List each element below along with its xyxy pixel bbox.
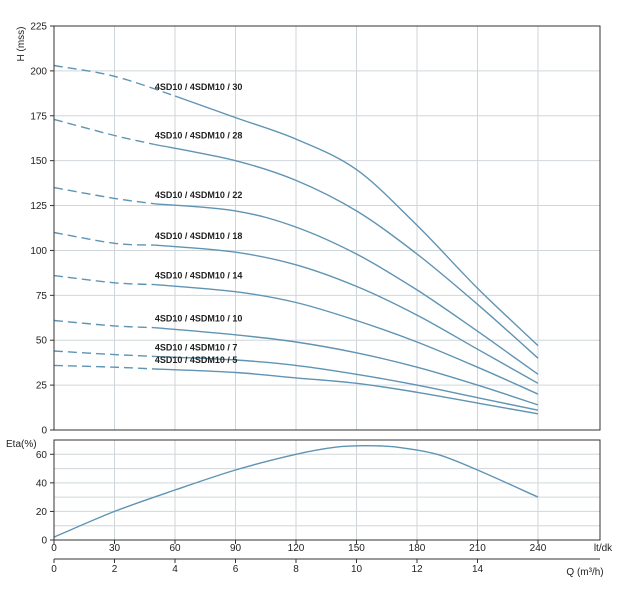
flow-tick-label: 8 (293, 564, 299, 575)
x-tick-label: 120 (288, 543, 305, 554)
curve-label: 4SD10 / 4SDM10 / 5 (155, 355, 238, 365)
head-plot-area (54, 26, 600, 430)
eta-y-tick-label: 0 (41, 536, 47, 547)
head-curve-solid (174, 95, 539, 347)
flow-tick-label: 6 (233, 564, 239, 575)
x-tick-label: 210 (469, 543, 486, 554)
head-curve-dashed (53, 231, 155, 246)
curve-label: 4SD10 / 4SDM10 / 28 (155, 131, 243, 141)
head-curve-solid (154, 327, 539, 406)
y-tick-label: 100 (30, 246, 47, 257)
x-tick-label: 30 (109, 543, 121, 554)
y-tick-label: 25 (36, 381, 48, 392)
head-curve-solid (154, 368, 539, 415)
efficiency-curve (53, 445, 539, 538)
eta-y-tick-label: 60 (36, 450, 48, 461)
efficiency-chart-grid (53, 440, 600, 540)
y-tick-label: 150 (30, 156, 47, 167)
y-tick-label: 125 (30, 201, 47, 212)
eta-y-tick-label: 20 (36, 507, 48, 518)
curve-label: 4SD10 / 4SDM10 / 10 (155, 314, 243, 324)
x-axes: 0 30 60 90 120 150 180 210 240 lt/dk 0 2 4 6 8 10 12 14 Q … (51, 540, 613, 578)
x-tick-label: 240 (530, 543, 547, 554)
curve-label: 4SD10 / 4SDM10 / 14 (155, 271, 243, 281)
y-tick-label: 0 (41, 426, 47, 437)
head-curve-dashed (53, 350, 155, 358)
curve-label: 4SD10 / 4SDM10 / 30 (155, 82, 243, 92)
y-tick-label: 50 (36, 336, 48, 347)
eta-curve (53, 445, 539, 538)
eta-y-tick-label: 40 (36, 478, 48, 489)
curve-label: 4SD10 / 4SDM10 / 7 (155, 342, 238, 352)
head-curve-dashed (53, 186, 155, 205)
curve-label: 4SD10 / 4SDM10 / 22 (155, 190, 243, 200)
head-curve-dashed (53, 319, 155, 329)
head-curve-dashed (53, 274, 155, 286)
head-curve-solid (154, 244, 539, 384)
flow-tick-label: 10 (351, 564, 363, 575)
flow-unit-label: Q (m³/h) (566, 567, 603, 578)
y-axis-label: H (mss) (16, 27, 27, 62)
flow-tick-label: 4 (172, 564, 178, 575)
head-curve-labels: 4SD10 / 4SDM10 / 30 4SD10 / 4SDM10 / 28 4S… (155, 82, 243, 365)
curve-label: 4SD10 / 4SDM10 / 18 (155, 231, 243, 241)
efficiency-plot-area (54, 440, 600, 540)
flow-tick-label: 12 (411, 564, 423, 575)
y-tick-label: 75 (36, 291, 48, 302)
head-curve-dashed (53, 64, 176, 97)
flow-tick-label: 14 (472, 564, 484, 575)
head-curve-dashed (53, 364, 155, 370)
x-tick-label: 150 (348, 543, 365, 554)
flow-tick-label: 2 (112, 564, 118, 575)
head-curve-solid (154, 355, 539, 411)
y-tick-label: 200 (30, 66, 47, 77)
head-curves (53, 64, 539, 415)
x-tick-label: 60 (169, 543, 181, 554)
x-tick-label: 90 (230, 543, 242, 554)
efficiency-plot-frame (53, 439, 601, 541)
x-unit-label: lt/dk (594, 543, 613, 554)
x-tick-label: 0 (51, 543, 57, 554)
y-tick-label: 175 (30, 111, 47, 122)
x-tick-label: 180 (409, 543, 426, 554)
head-curve-solid (154, 283, 539, 395)
head-curve-dashed (53, 118, 155, 146)
head-curve-solid (154, 143, 539, 359)
y-tick-label: 225 (30, 22, 47, 33)
flow-tick-label: 0 (51, 564, 57, 575)
head-curve-solid (154, 203, 539, 375)
head-plot-frame (53, 25, 601, 431)
eta-axis-label: Eta(%) (6, 439, 37, 450)
